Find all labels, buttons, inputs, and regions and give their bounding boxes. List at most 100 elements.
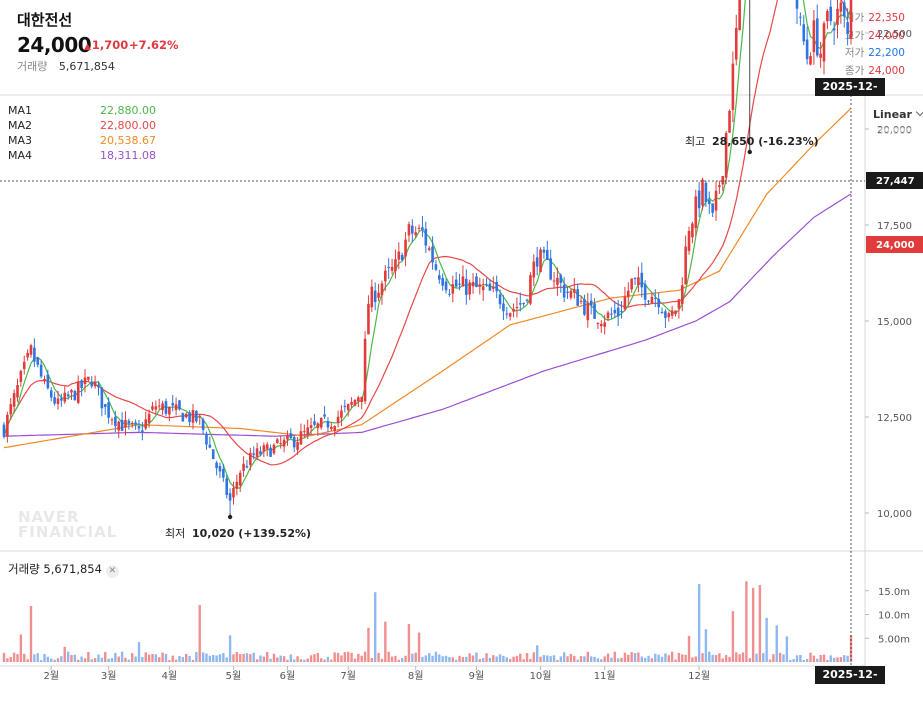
- current-price-tag: [866, 236, 923, 253]
- volume-bar: [330, 659, 333, 662]
- candle-body: [606, 312, 610, 319]
- candle-body: [542, 249, 546, 253]
- volume-bar: [380, 658, 384, 662]
- ma2-polyline: [3, 0, 852, 466]
- volume-bar: [242, 653, 245, 662]
- close-icon[interactable]: ✕: [105, 565, 119, 578]
- candle-body: [205, 433, 208, 445]
- volume-bar: [478, 659, 482, 662]
- ma1-value: 22,880.00: [100, 104, 156, 117]
- candle-body: [616, 307, 620, 317]
- ma-legend-row[interactable]: MA3 20,538.67: [8, 133, 156, 148]
- candle-body: [161, 403, 164, 411]
- candle-body: [657, 298, 660, 308]
- volume-bar: [741, 652, 745, 662]
- candle-body: [832, 28, 836, 31]
- volume-bar: [208, 655, 212, 662]
- candle-body: [103, 404, 107, 407]
- volume-bar: [73, 654, 77, 662]
- candle-body: [562, 284, 566, 298]
- candle-body: [279, 443, 283, 445]
- chevron-down-icon: [915, 107, 923, 117]
- volume-bar: [819, 655, 822, 662]
- candle-body: [363, 338, 367, 402]
- candle-body: [731, 63, 735, 110]
- volume-bar: [141, 656, 144, 662]
- candle-body: [137, 426, 141, 429]
- candle-body: [367, 303, 370, 335]
- candle-body: [2, 424, 6, 437]
- candle-body: [492, 287, 495, 289]
- high-annotation-label: 최고: [685, 135, 705, 148]
- volume-bar: [721, 658, 724, 662]
- volume-bar: [29, 605, 33, 662]
- volume-bar: [843, 655, 846, 662]
- volume-bar: [2, 652, 6, 662]
- scale-mode-toggle[interactable]: Linear: [873, 107, 923, 121]
- candle-body: [576, 289, 579, 306]
- time-tick-label: 10월: [530, 670, 552, 682]
- candle-body: [191, 410, 195, 423]
- volume-bar: [495, 656, 498, 662]
- ma4-name: MA4: [8, 149, 33, 162]
- volume-bar: [131, 653, 134, 662]
- volume-bar: [259, 655, 262, 662]
- candle-body: [677, 299, 681, 309]
- volume-bars: [2, 581, 853, 662]
- volume-bar: [502, 655, 505, 662]
- ma2-line: [3, 0, 852, 466]
- candle-body: [299, 431, 303, 445]
- volume-bar: [147, 654, 151, 662]
- ma-legend-row[interactable]: MA2 22,800.00: [8, 118, 156, 133]
- volume-bar: [205, 653, 208, 662]
- volume-bar: [515, 655, 519, 662]
- volume-bar: [802, 660, 805, 662]
- volume-bar: [363, 651, 367, 662]
- candle-body: [269, 447, 272, 457]
- price-tick-label: 12,500: [877, 413, 912, 424]
- volume-bar: [164, 653, 168, 662]
- low-marker: [227, 514, 233, 520]
- candlesticks: [2, 0, 853, 513]
- ma1-line: [3, 0, 852, 490]
- volume-bar: [829, 655, 832, 662]
- volume-bar: [276, 657, 279, 662]
- volume-bar: [816, 658, 819, 662]
- volume-bar: [691, 657, 694, 662]
- ma-legend-row[interactable]: MA1 22,880.00: [8, 103, 156, 118]
- stock-chart[interactable]: 27,447 24,000 최고 28,650 (-16.23%) 최저 10,020 (…: [0, 0, 923, 683]
- time-tick-label: 7월: [340, 670, 356, 682]
- candle-body: [599, 323, 603, 327]
- stock-name[interactable]: 대한전선: [17, 11, 73, 29]
- volume-bar: [468, 653, 471, 662]
- candle-body: [842, 2, 846, 17]
- candle-body: [650, 296, 654, 304]
- ohlc-low: 저가 22,200: [845, 45, 905, 63]
- candle-body: [292, 437, 296, 448]
- candle-body: [242, 463, 245, 471]
- candle-body: [208, 444, 212, 448]
- volume-bar: [269, 658, 272, 662]
- volume-bar: [481, 658, 485, 662]
- candle-body: [613, 309, 617, 314]
- candle-body: [572, 288, 576, 293]
- price-tick-label: 10,000: [877, 509, 912, 520]
- candle-body: [488, 283, 492, 291]
- candle-body: [394, 259, 397, 272]
- ma-legend-row[interactable]: MA4 18,311.08: [8, 148, 156, 163]
- candle-body: [130, 423, 134, 425]
- high-marker: [747, 149, 752, 155]
- candle-body: [471, 282, 475, 287]
- volume-bar: [266, 652, 269, 662]
- volume-bar: [181, 657, 185, 662]
- candle-body: [6, 414, 9, 437]
- candle-body: [134, 422, 137, 425]
- candle-body: [623, 296, 627, 310]
- candle-body: [397, 251, 401, 260]
- volume-bar: [39, 660, 43, 662]
- volume-bar: [16, 654, 19, 662]
- current-price-label: 24,000: [876, 240, 915, 251]
- chart-grid: [0, 94, 923, 683]
- candle-body: [60, 398, 63, 401]
- volume-bar: [90, 659, 93, 662]
